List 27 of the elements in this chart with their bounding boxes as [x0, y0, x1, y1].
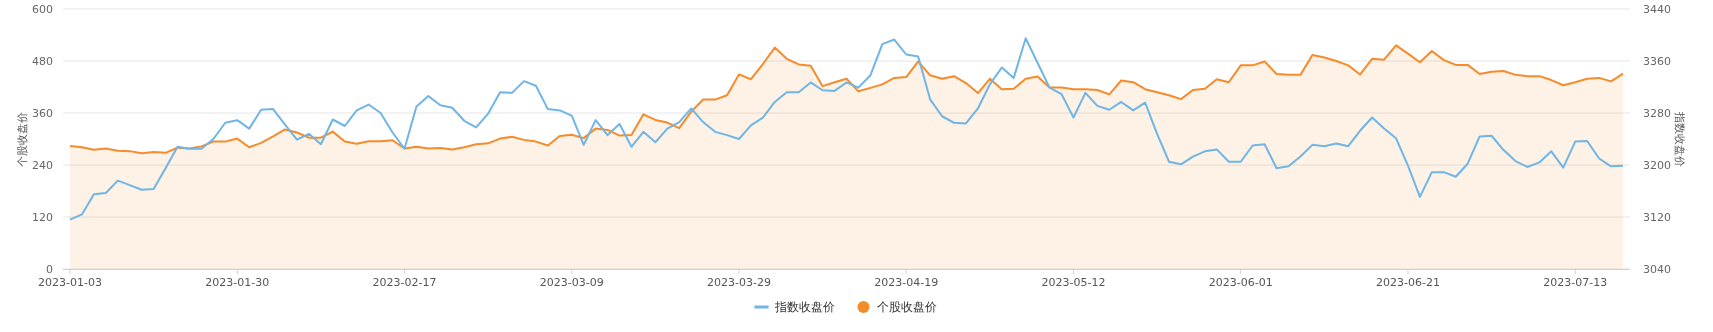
- x-tick-label: 2023-06-21: [1376, 276, 1440, 289]
- y-tick-label: 600: [32, 3, 53, 16]
- y-tick-label: 120: [32, 211, 53, 224]
- y2-tick-label: 3040: [1643, 263, 1671, 276]
- x-tick-label: 2023-04-19: [874, 276, 939, 289]
- x-tick-label: 2023-01-03: [38, 276, 102, 289]
- x-tick-label: 2023-03-09: [539, 276, 604, 289]
- y2-tick-label: 3120: [1643, 211, 1671, 224]
- legend-label: 个股收盘价: [876, 300, 937, 314]
- line-series: [69, 37, 1624, 221]
- y-axis-title: 个股收盘价: [16, 111, 29, 167]
- y2-tick-label: 3440: [1643, 3, 1671, 16]
- legend-label: 指数收盘价: [773, 300, 835, 314]
- y2-tick-label: 3360: [1643, 55, 1671, 68]
- x-tick-label: 2023-02-17: [372, 276, 437, 289]
- y-tick-label: 0: [46, 263, 53, 276]
- y2-tick-label: 3200: [1643, 159, 1671, 172]
- y-tick-label: 240: [32, 159, 53, 172]
- x-tick-label: 2023-05-12: [1041, 276, 1106, 289]
- x-tick-label: 2023-03-29: [707, 276, 771, 289]
- x-tick-label: 2023-01-30: [205, 276, 270, 289]
- y-tick-label: 480: [32, 55, 53, 68]
- y-tick-label: 360: [32, 107, 53, 120]
- x-tick-label: 2023-07-13: [1543, 276, 1608, 289]
- y2-tick-label: 3280: [1643, 107, 1671, 120]
- x-tick-label: 2023-06-01: [1208, 276, 1273, 289]
- y2-axis-title: 指数收盘价: [1673, 110, 1686, 167]
